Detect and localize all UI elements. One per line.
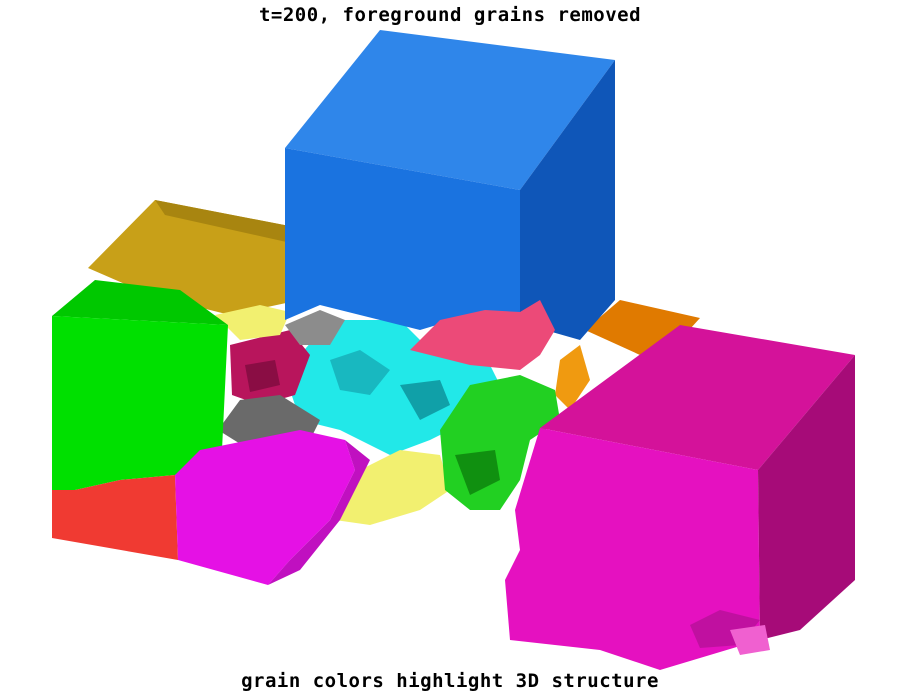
grey-top [285, 310, 345, 345]
grain-left-green [52, 280, 228, 490]
pink-front-face [175, 430, 355, 585]
blue-top-face [285, 30, 615, 190]
blue-side-face [520, 60, 615, 340]
grain-center-maroon [230, 330, 310, 405]
salmon-face [410, 300, 555, 370]
yellow-top [215, 305, 290, 340]
green-top-face [52, 280, 228, 325]
ochre-side-face [155, 200, 310, 245]
orange-small-face [555, 345, 590, 410]
grain-pink [175, 430, 370, 585]
title: t=200, foreground grains removed [258, 4, 642, 26]
blue-front-face [285, 148, 520, 330]
cyan-shade-2 [400, 380, 450, 420]
grain-blue-cube [285, 30, 615, 340]
grain-magenta-debris [690, 610, 770, 655]
magenta-side-face [758, 355, 855, 640]
grain-center-green [440, 375, 560, 510]
grain-salmon [410, 300, 555, 370]
grain-magenta-cube [505, 325, 855, 670]
red-face [52, 475, 178, 560]
grain-left-red [52, 475, 178, 560]
pink-side-face [268, 440, 370, 585]
green-front-face [52, 316, 228, 490]
green-shade [455, 450, 500, 495]
subtitle: grain colors highlight 3D structure [241, 670, 659, 692]
debris-2 [730, 625, 770, 655]
maroon-shade [245, 360, 280, 392]
magenta-front-face [505, 428, 760, 670]
cyan-shade [330, 350, 390, 395]
magenta-top-face [540, 325, 855, 470]
